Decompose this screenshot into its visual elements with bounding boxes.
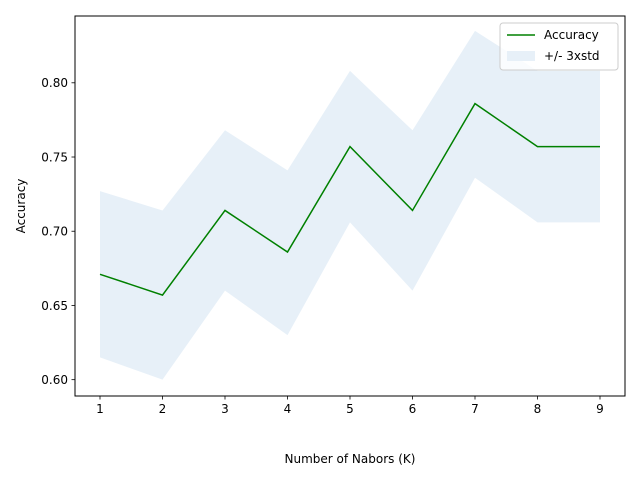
- x-tick-label: 6: [409, 402, 417, 416]
- x-tick-label: 4: [284, 402, 292, 416]
- std-band-layer: [100, 30, 600, 380]
- y-tick-label: 0.70: [41, 225, 68, 239]
- legend-label-accuracy: Accuracy: [544, 28, 599, 42]
- x-tick-label: 7: [471, 402, 479, 416]
- y-tick-label: 0.65: [41, 299, 68, 313]
- accuracy-line-layer: [99, 102, 600, 296]
- y-axis-ticks: 0.60 0.65 0.70 0.75 0.80: [41, 76, 75, 387]
- x-tick-label: 5: [346, 402, 354, 416]
- y-tick-label: 0.60: [41, 373, 68, 387]
- legend-label-band: +/- 3xstd: [544, 49, 600, 63]
- y-tick-label: 0.75: [41, 150, 68, 164]
- x-axis-ticks: 1 2 3 4 5 6 7 8 9: [96, 396, 604, 416]
- y-tick-label: 0.80: [41, 76, 68, 90]
- legend-swatch-band: [507, 51, 535, 61]
- x-tick-label: 2: [159, 402, 167, 416]
- x-axis-label: Number of Nabors (K): [285, 452, 416, 466]
- x-tick-label: 9: [596, 402, 604, 416]
- legend: Accuracy +/- 3xstd: [499, 22, 619, 71]
- y-axis-label: Accuracy: [14, 179, 28, 234]
- std-band: [100, 30, 600, 380]
- x-tick-label: 3: [221, 402, 229, 416]
- accuracy-line: [99, 102, 600, 296]
- x-tick-label: 1: [96, 402, 104, 416]
- x-tick-label: 8: [534, 402, 542, 416]
